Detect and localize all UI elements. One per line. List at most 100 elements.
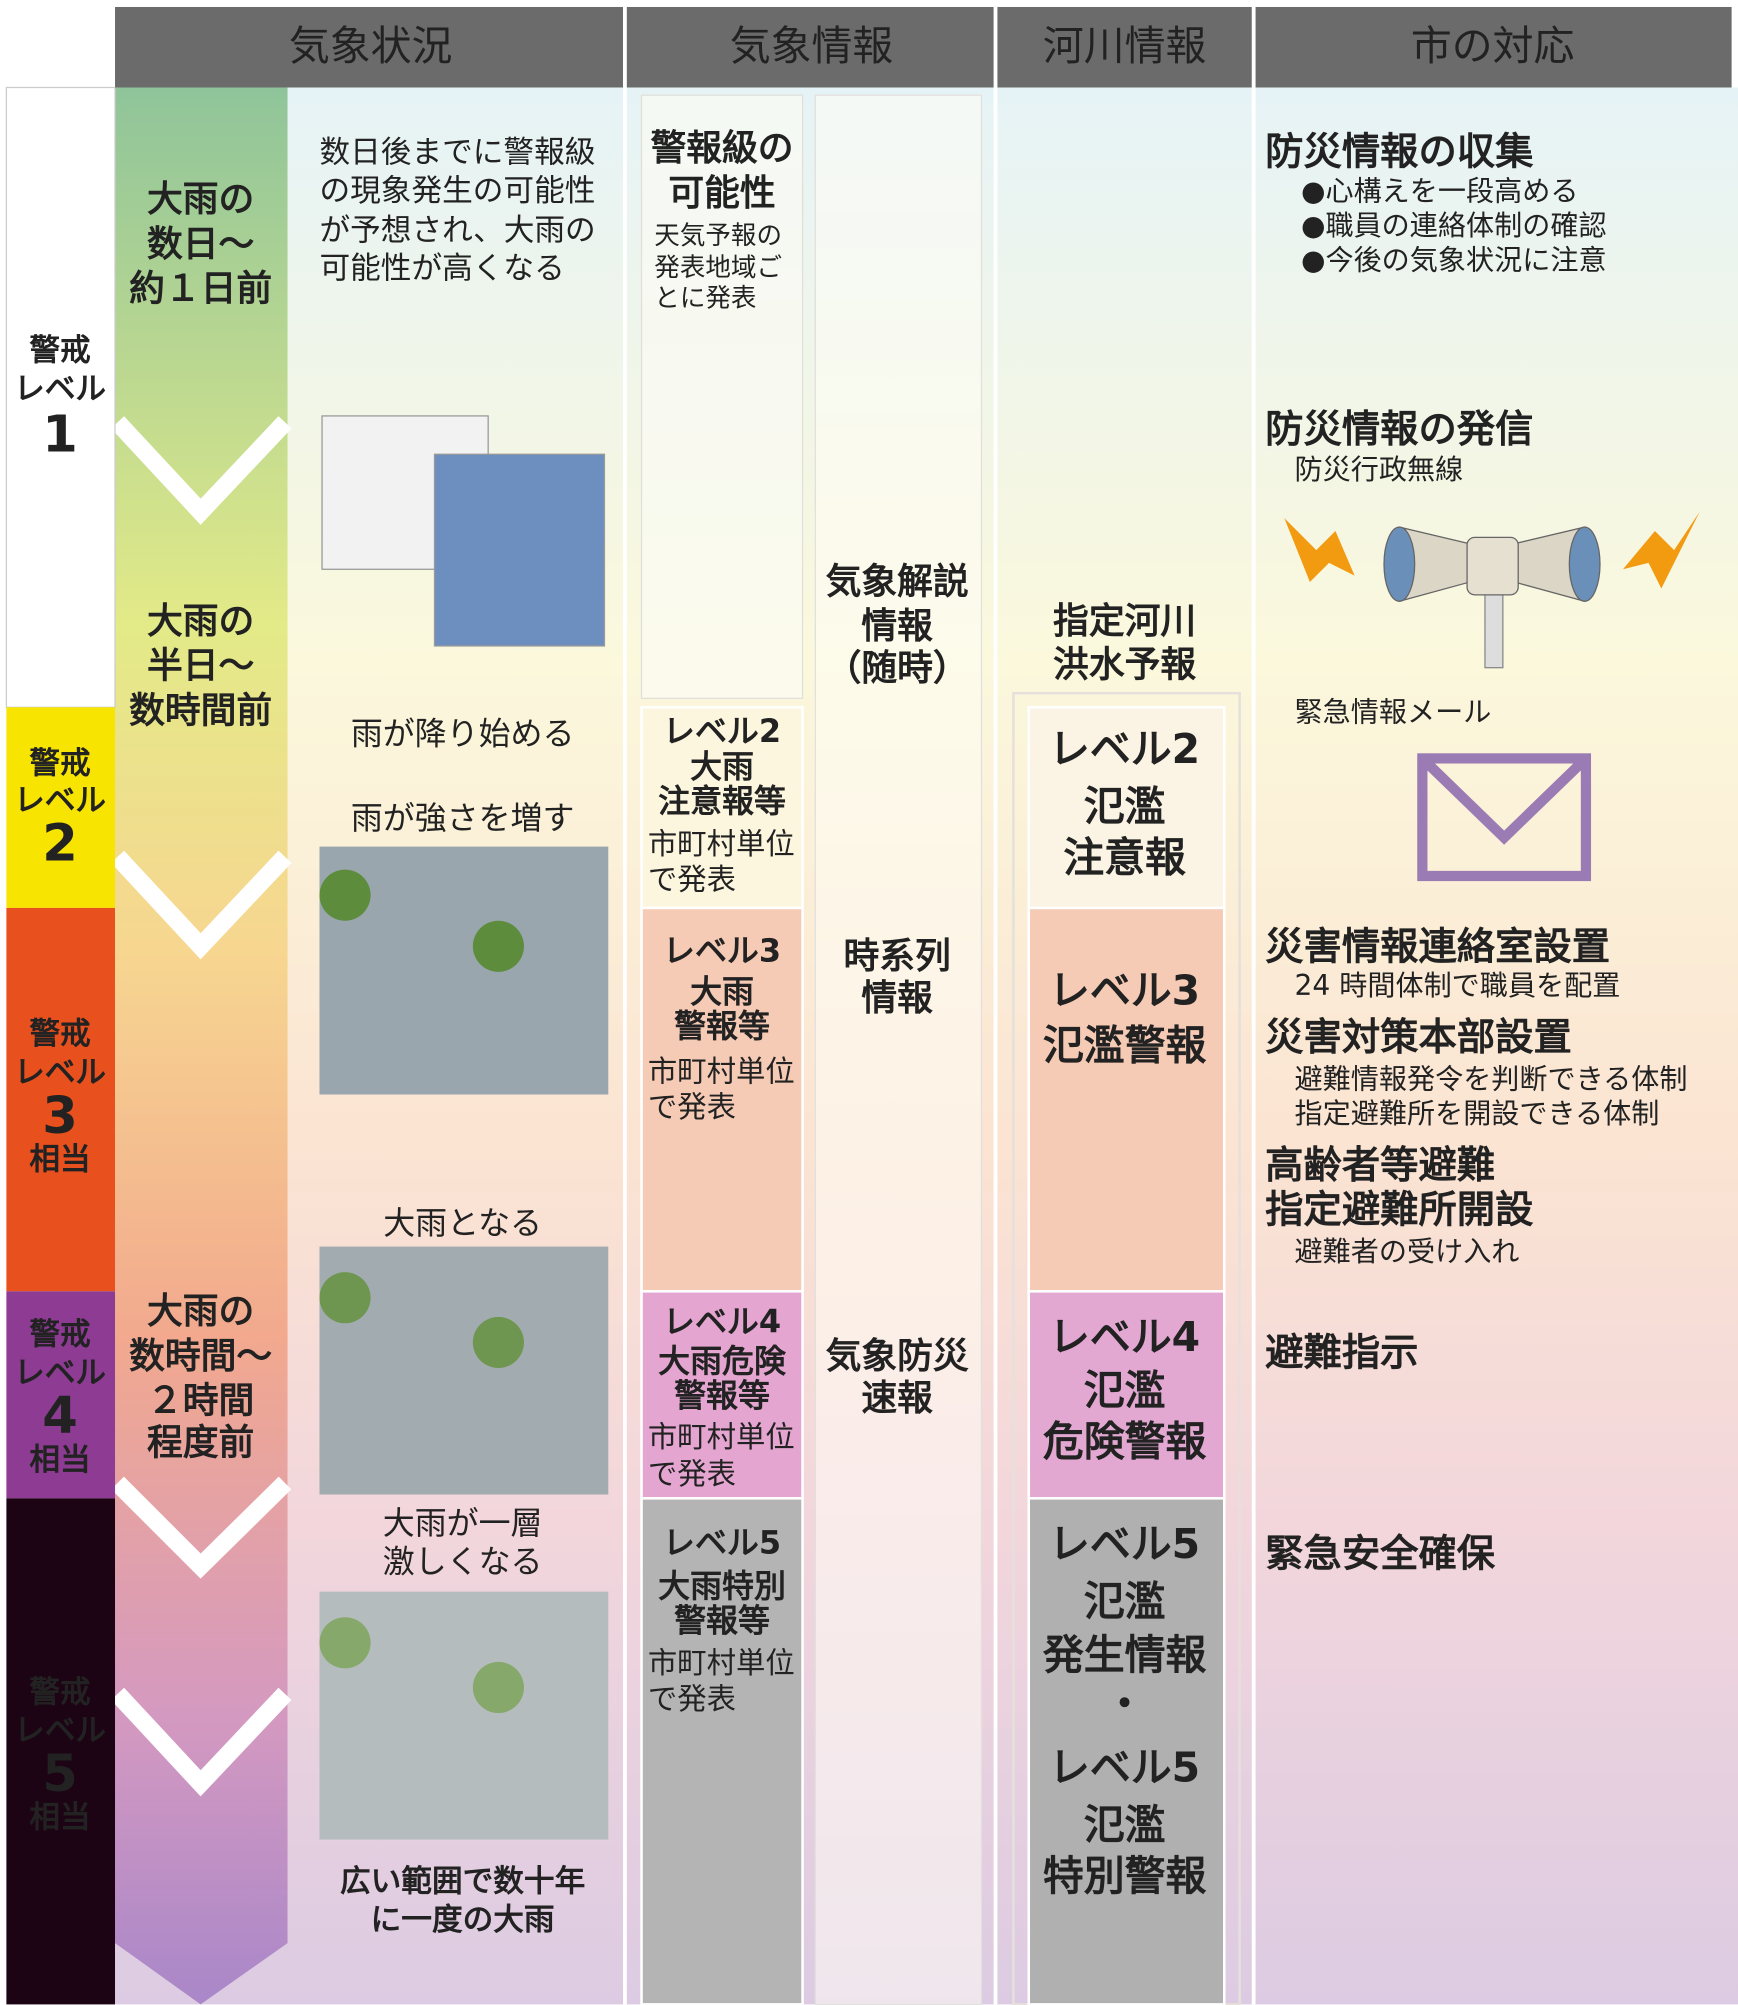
weather-level-box: [640, 1290, 804, 1500]
weather-info-note: 市町村単位: [648, 1646, 795, 1680]
level-label: 警戒: [29, 334, 91, 369]
condition-text: が予想され、大雨の: [319, 213, 595, 248]
weather-info-title: 可能性: [668, 173, 775, 214]
response-title: 災害情報連絡室設置: [1265, 924, 1610, 969]
weather-info-title: 大雨危険: [658, 1342, 787, 1380]
response-title: 防災情報の発信: [1265, 407, 1533, 452]
timing-label: 程度前: [147, 1423, 254, 1464]
level-label: 警戒: [29, 746, 91, 781]
river-level-label: 氾濫: [1084, 1367, 1166, 1415]
condition-text: に一度の大雨: [371, 1903, 555, 1938]
river-level-label: 注意報: [1063, 834, 1186, 882]
level-label: 4: [42, 1387, 78, 1446]
level-1-band: [5, 86, 116, 708]
river-level-label: 氾濫: [1084, 1577, 1166, 1625]
commentary-label: 気象解説: [826, 561, 969, 602]
weather-info-title: 警報級の: [650, 128, 793, 169]
timing-label: 数日〜: [147, 224, 255, 265]
river-level-label: レベル5: [1049, 1520, 1200, 1568]
header-bar: [115, 6, 1732, 88]
response-detail: 避難情報発令を判断できる体制: [1295, 1062, 1688, 1095]
weather-info-title: レベル5: [663, 1523, 781, 1561]
level-label: 相当: [29, 1443, 90, 1478]
weather-info-note: で発表: [648, 1090, 736, 1124]
response-detail: ●今後の気象状況に注意: [1301, 243, 1607, 276]
commentary-label: 情報: [861, 606, 933, 647]
level-label: 警戒: [29, 1318, 91, 1353]
level-label: 相当: [29, 1142, 90, 1177]
response-detail: 防災行政無線: [1295, 453, 1464, 486]
siren-icon: [1284, 511, 1700, 669]
column-dividers: [622, 6, 1256, 2005]
response-detail: 24 時間体制で職員を配置: [1295, 969, 1621, 1002]
river-level-box: [1027, 1497, 1226, 2005]
commentary-box: [814, 94, 983, 2005]
level-label: レベル: [14, 783, 106, 818]
river-level-label: 氾濫: [1084, 783, 1166, 831]
weather-info-title: レベル3: [663, 932, 781, 970]
condition-text: 大雨が一層: [383, 1504, 543, 1542]
response-detail: ●職員の連絡体制の確認: [1301, 209, 1607, 242]
river-level-label: ・: [1104, 1680, 1145, 1728]
timing-label: 約１日前: [129, 269, 272, 310]
weather-info-title: レベル4: [663, 1302, 781, 1340]
response-title: 高齢者等避難: [1265, 1143, 1495, 1188]
commentary-label: 速報: [861, 1378, 933, 1419]
river-level-label: レベル4: [1049, 1313, 1200, 1361]
level-label: 警戒: [29, 1017, 91, 1052]
weather-info-note: で発表: [648, 1682, 736, 1716]
weather-info-note: で発表: [648, 1457, 736, 1491]
column-header: 気象状況: [289, 22, 453, 70]
level-label: 2: [42, 815, 78, 874]
timing-label: 大雨の: [147, 179, 254, 220]
river-level-box: [1027, 906, 1226, 1293]
weather-info-note: とに発表: [654, 284, 756, 314]
river-level-label: レベル5: [1049, 1744, 1200, 1792]
commentary-label: （随時）: [826, 648, 969, 689]
level-3-band: [6, 907, 116, 1292]
river-level-label: レベル3: [1049, 967, 1200, 1015]
condition-text: 数日後までに警報級: [319, 135, 595, 170]
weather-info-title: 大雨: [690, 973, 754, 1011]
level-4-band: [6, 1291, 116, 1499]
level-2-band: [6, 707, 116, 908]
images: [319, 415, 609, 1840]
timing-label: 半日〜: [147, 646, 255, 687]
river-level-label: 危険警報: [1043, 1418, 1207, 1466]
weather-info-title: 警報等: [674, 1007, 770, 1045]
timing-label: ２時間: [147, 1380, 254, 1421]
condition-text: 雨が強さを増す: [351, 799, 575, 837]
response-title: 指定避難所開設: [1265, 1188, 1534, 1233]
level-5-band: [6, 1498, 116, 2005]
condition-text: 大雨となる: [383, 1204, 542, 1242]
weather-info-note: 市町村単位: [648, 1420, 795, 1454]
river-level-label: レベル2: [1049, 725, 1200, 773]
advance-box: [640, 94, 804, 699]
timing-label: 大雨の: [147, 601, 254, 642]
response-detail: ●心構えを一段高める: [1301, 174, 1579, 207]
level-label: レベル: [14, 1056, 106, 1091]
level-label: レベル: [14, 1714, 106, 1749]
condition-text: 雨が降り始める: [351, 714, 575, 752]
timing-label: 数時間前: [129, 690, 272, 731]
chevrons: [111, 416, 292, 1797]
column-header: 気象情報: [730, 22, 894, 70]
response-title: 災害対策本部設置: [1265, 1015, 1572, 1060]
response-title: 防災情報の収集: [1265, 129, 1534, 174]
weather-level-box: [640, 1497, 804, 2005]
weather-info-note: 天気予報の: [654, 221, 782, 251]
weather-level-box: [640, 706, 804, 910]
response-detail: 避難者の受け入れ: [1295, 1235, 1520, 1268]
timing-label: 数時間〜: [129, 1336, 272, 1377]
weather-info-title: 警報等: [674, 1601, 770, 1639]
condition-text: 激しくなる: [383, 1543, 543, 1581]
column-header: 河川情報: [1043, 22, 1207, 70]
river-level-label: 氾濫警報: [1043, 1022, 1207, 1070]
weather-info-title: 警報等: [674, 1376, 770, 1414]
commentary-label: 気象防災: [826, 1336, 969, 1377]
commentary-label: 時系列: [843, 936, 950, 977]
response-title: 避難指示: [1265, 1331, 1418, 1376]
level-label: 1: [42, 406, 78, 465]
commentary-label: 情報: [861, 978, 933, 1019]
